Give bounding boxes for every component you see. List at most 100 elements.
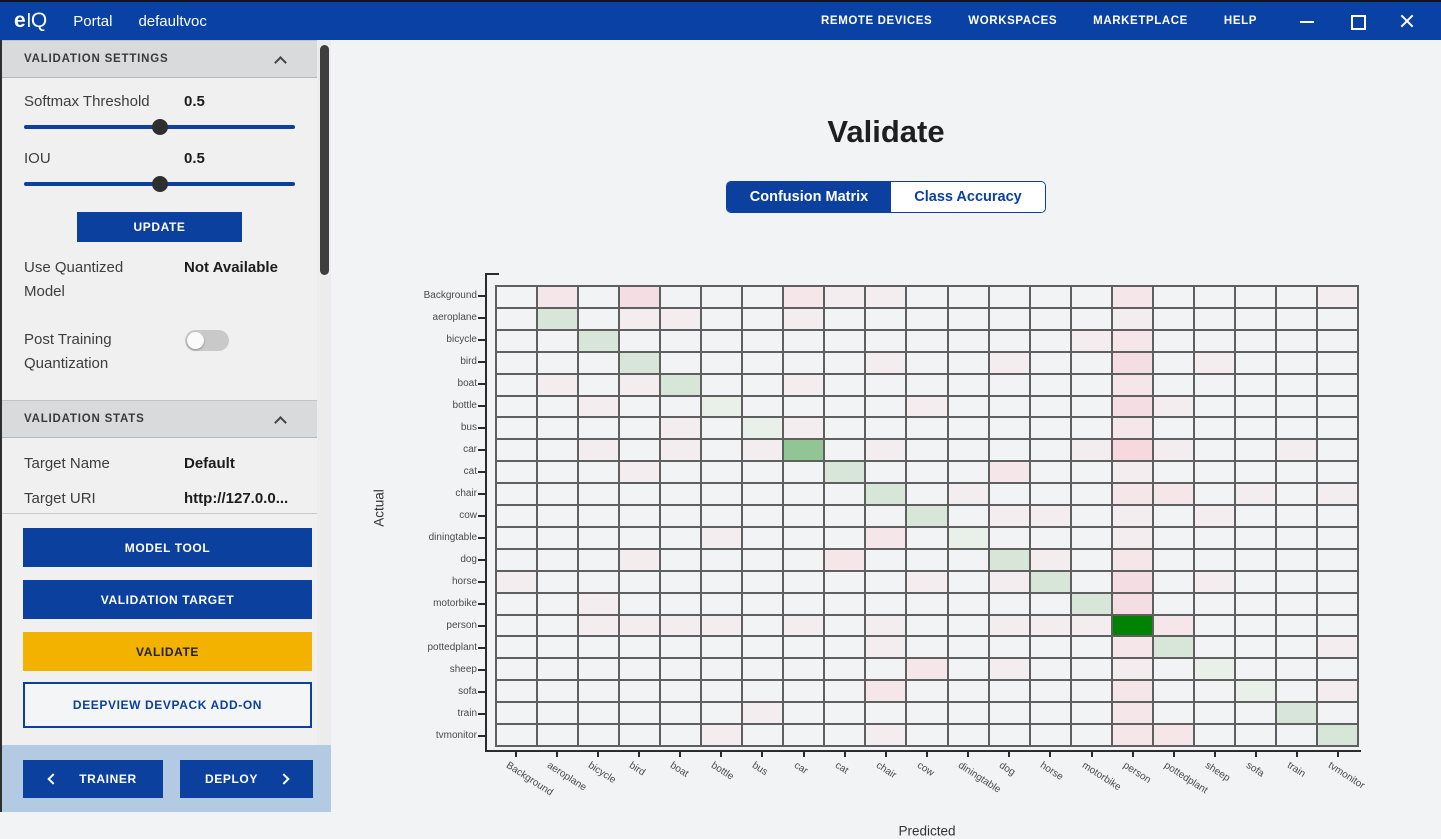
matrix-cell <box>989 659 1029 680</box>
matrix-cell <box>825 440 865 461</box>
validate-button[interactable]: VALIDATE <box>23 632 312 671</box>
matrix-cell <box>1194 615 1234 636</box>
matrix-cell <box>784 308 824 329</box>
matrix-cell <box>497 527 537 548</box>
y-tick-label: pottedplant <box>427 642 478 653</box>
matrix-cell <box>661 396 701 417</box>
x-tick <box>555 752 558 757</box>
x-tick <box>1131 752 1134 757</box>
close-icon[interactable] <box>1399 13 1415 29</box>
matrix-cell <box>538 374 578 395</box>
matrix-cell <box>1317 396 1357 417</box>
model-tool-button[interactable]: MODEL TOOL <box>23 528 312 567</box>
tab-confusion-matrix[interactable]: Confusion Matrix <box>727 182 891 212</box>
softmax-threshold-slider[interactable] <box>24 118 295 136</box>
matrix-cell <box>907 287 947 307</box>
tab-class-accuracy[interactable]: Class Accuracy <box>891 182 1045 212</box>
deepview-devpack-addon-button[interactable]: DEEPVIEW DEVPACK ADD-ON <box>23 682 312 728</box>
matrix-cell <box>907 527 947 548</box>
y-axis-top-cap <box>485 273 499 275</box>
matrix-cell <box>1153 703 1193 724</box>
matrix-cell <box>661 703 701 724</box>
matrix-cell <box>1030 484 1070 505</box>
matrix-cell <box>1071 637 1111 658</box>
matrix-cell <box>1276 330 1316 351</box>
menu-portal[interactable]: Portal <box>73 12 113 30</box>
matrix-cell <box>620 330 660 351</box>
sidebar-footer: TRAINER DEPLOY <box>2 745 332 812</box>
matrix-cell <box>1030 549 1070 570</box>
project-name[interactable]: defaultvoc <box>138 12 207 30</box>
y-tick <box>478 669 485 671</box>
matrix-cell <box>1112 352 1152 373</box>
matrix-cell <box>1030 637 1070 658</box>
matrix-cell <box>866 549 906 570</box>
matrix-cell <box>538 549 578 570</box>
minimize-icon[interactable] <box>1299 13 1315 29</box>
menu-remote-devices[interactable]: REMOTE DEVICES <box>821 15 933 27</box>
matrix-cell <box>1276 571 1316 592</box>
y-tick-label: bicycle <box>446 334 477 345</box>
y-tick <box>478 625 485 627</box>
matrix-cell <box>538 484 578 505</box>
matrix-cell <box>989 549 1029 570</box>
slider-thumb[interactable] <box>151 119 168 135</box>
matrix-cell <box>1194 549 1234 570</box>
matrix-cell <box>866 527 906 548</box>
update-button[interactable]: UPDATE <box>77 212 242 242</box>
validation-target-button[interactable]: VALIDATION TARGET <box>23 580 312 619</box>
matrix-cell <box>497 659 537 680</box>
menu-workspaces[interactable]: WORKSPACES <box>968 15 1058 27</box>
matrix-cell <box>1071 330 1111 351</box>
y-tick <box>478 713 485 715</box>
top-menu: REMOTE DEVICES WORKSPACES MARKETPLACE HE… <box>821 15 1257 27</box>
matrix-cell <box>1030 527 1070 548</box>
iou-slider[interactable] <box>24 175 295 193</box>
matrix-cell <box>1153 308 1193 329</box>
matrix-cell <box>497 330 537 351</box>
y-tick-label: train <box>457 708 477 719</box>
matrix-cell <box>702 637 742 658</box>
divider <box>2 513 317 514</box>
matrix-cell <box>1235 549 1275 570</box>
sidebar-scrollbar[interactable] <box>317 40 332 745</box>
matrix-cell <box>1030 287 1070 307</box>
matrix-cell <box>579 659 619 680</box>
page-title: Validate <box>827 114 945 149</box>
slider-thumb[interactable] <box>151 176 168 192</box>
matrix-cell <box>538 571 578 592</box>
matrix-cell <box>579 440 619 461</box>
matrix-cell <box>538 506 578 526</box>
trainer-button[interactable]: TRAINER <box>23 760 163 798</box>
x-tick <box>1172 752 1175 757</box>
matrix-cell <box>1112 571 1152 592</box>
matrix-cell <box>866 374 906 395</box>
matrix-cell <box>702 506 742 526</box>
matrix-cell <box>661 725 701 745</box>
matrix-cell <box>1153 330 1193 351</box>
menu-marketplace[interactable]: MARKETPLACE <box>1093 15 1188 27</box>
deploy-button[interactable]: DEPLOY <box>180 760 313 798</box>
matrix-cell <box>866 637 906 658</box>
matrix-cell <box>866 615 906 636</box>
use-quantized-value: Not Available <box>184 259 278 276</box>
matrix-cell <box>1030 462 1070 483</box>
scrollbar-thumb[interactable] <box>320 45 329 275</box>
matrix-cell <box>907 549 947 570</box>
matrix-cell <box>866 462 906 483</box>
matrix-cell <box>538 352 578 373</box>
matrix-cell <box>1276 396 1316 417</box>
matrix-cell <box>1030 418 1070 439</box>
ptq-toggle[interactable] <box>185 330 229 351</box>
validation-settings-header[interactable]: VALIDATION SETTINGS <box>2 40 317 78</box>
validation-stats-header[interactable]: VALIDATION STATS <box>2 400 317 438</box>
matrix-cell <box>743 615 783 636</box>
menu-help[interactable]: HELP <box>1223 15 1257 27</box>
matrix-cell <box>743 659 783 680</box>
matrix-cell <box>743 506 783 526</box>
maximize-icon[interactable] <box>1349 13 1366 30</box>
matrix-cell <box>620 374 660 395</box>
y-tick <box>478 537 485 539</box>
